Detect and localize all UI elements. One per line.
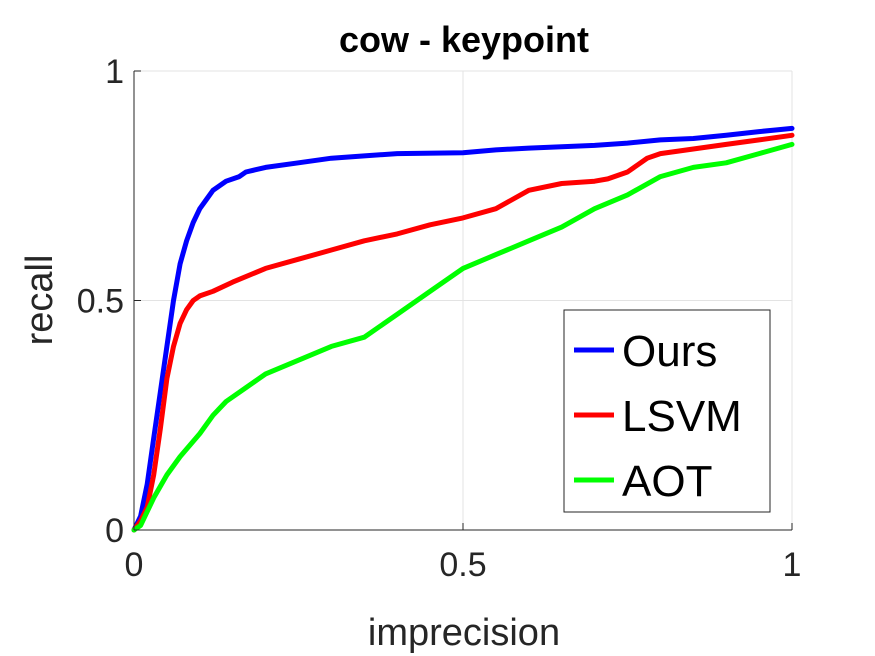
legend-label-ours: Ours (622, 327, 717, 376)
y-axis-label: recall (19, 255, 61, 346)
legend: Ours LSVM AOT (563, 309, 771, 513)
legend-label-lsvm: LSVM (622, 392, 742, 441)
series-line-aot (131, 141, 795, 533)
y-tick-label: 0.5 (77, 283, 124, 321)
legend-label-aot: AOT (622, 457, 712, 506)
x-tick-label: 0.5 (439, 546, 486, 584)
x-tick-label: 0 (125, 546, 144, 584)
y-tick-label: 0 (105, 512, 124, 550)
series-line-lsvm (131, 132, 795, 533)
ticks-layer: 0 0.5 1 0 0.5 1 (77, 53, 802, 584)
chart-title: cow - keypoint (339, 19, 589, 60)
series-line-ours (131, 125, 795, 533)
legend-entries: Ours LSVM AOT (574, 327, 742, 506)
y-tick-label: 1 (105, 53, 124, 91)
x-axis-label: imprecision (368, 612, 560, 654)
series-layer (131, 125, 795, 533)
x-tick-label: 1 (783, 546, 802, 584)
